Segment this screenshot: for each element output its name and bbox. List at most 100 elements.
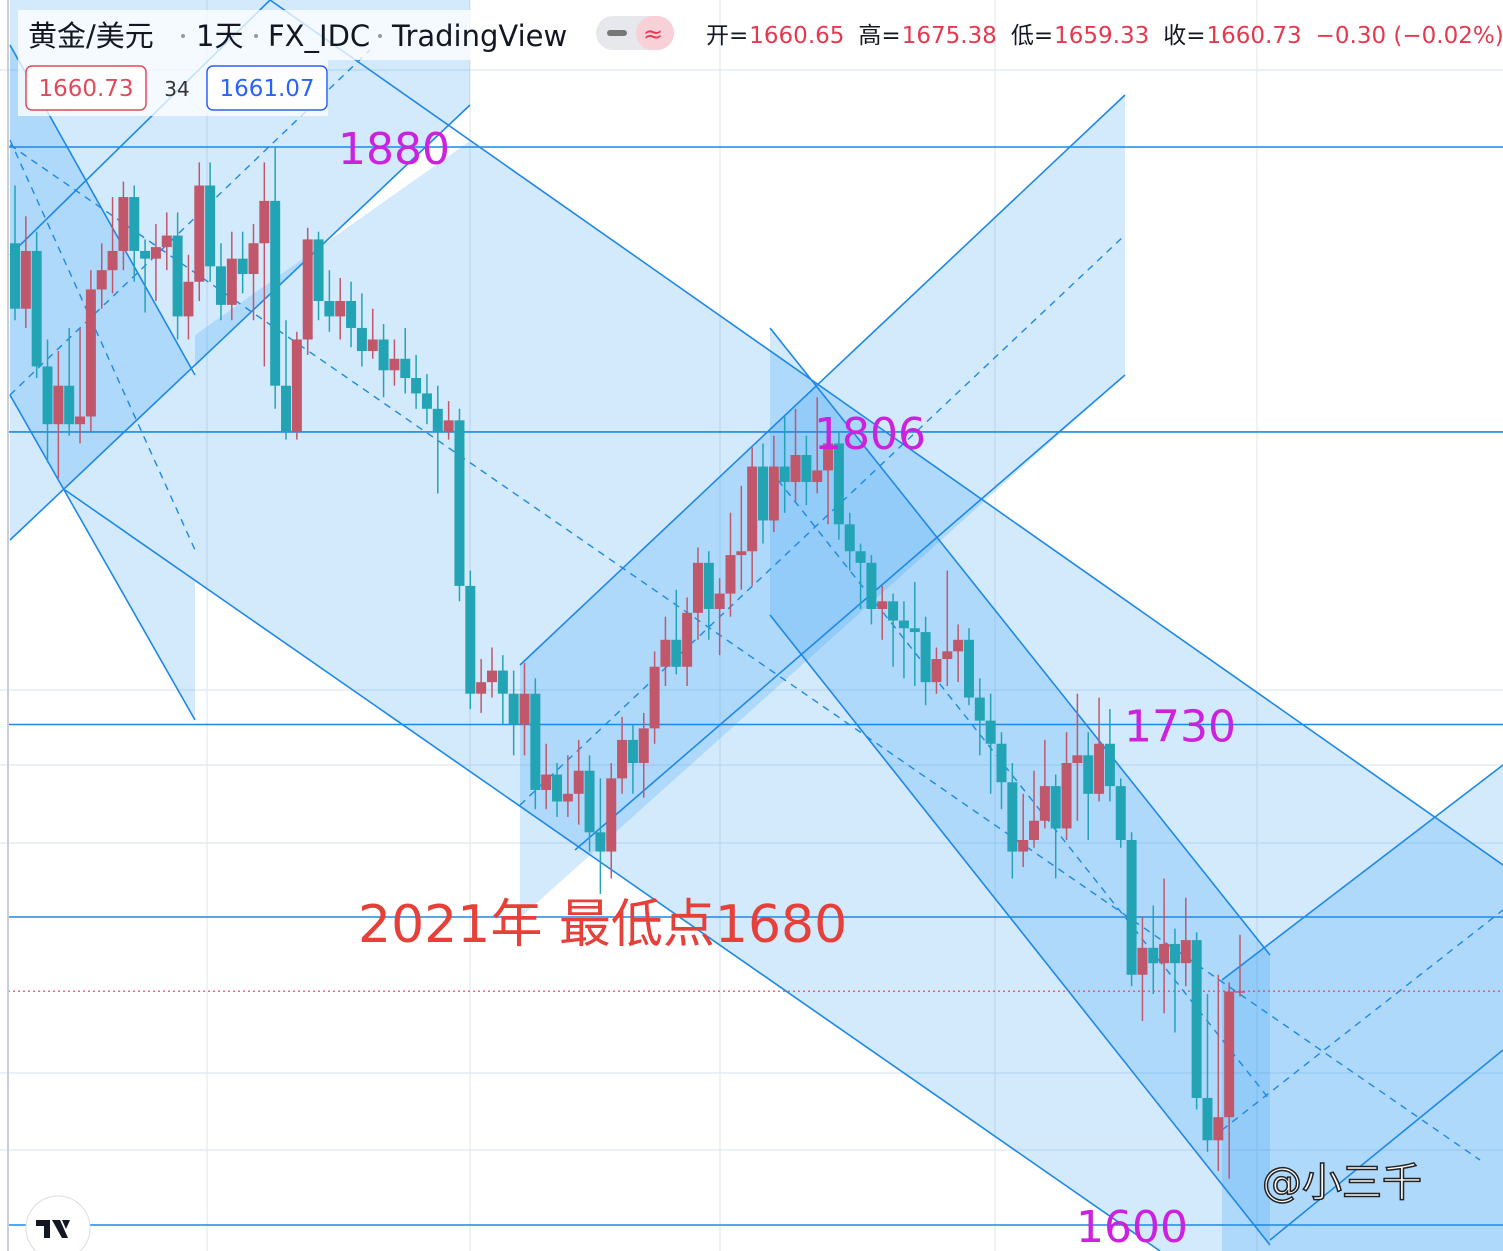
candle-body — [682, 612, 693, 667]
ohlc-value: 1675.38 — [902, 23, 997, 49]
candle-body — [291, 339, 302, 432]
candle-body — [476, 682, 487, 694]
candle-body — [270, 200, 281, 386]
candle-body — [758, 466, 769, 521]
candle-body — [877, 601, 888, 610]
candle-body — [562, 793, 573, 802]
candle-body — [1191, 940, 1202, 1098]
candle-body — [486, 670, 497, 683]
candle-body — [617, 739, 628, 779]
candle-body — [389, 358, 400, 371]
candle-body — [584, 770, 595, 833]
watermark: @小三千 — [1262, 1160, 1422, 1206]
candle-body — [638, 728, 649, 764]
candle-body — [1180, 940, 1191, 964]
candle-body — [183, 281, 194, 317]
candle-body — [1083, 755, 1094, 794]
candle-body — [974, 697, 985, 721]
ohlc-label: 低= — [1011, 23, 1053, 49]
ohlc-value: 1659.33 — [1054, 23, 1149, 49]
candle-body — [465, 585, 476, 694]
sell-box[interactable] — [25, 65, 147, 111]
candle-body — [1039, 786, 1050, 821]
candle-body — [64, 385, 75, 425]
candle-body — [801, 455, 812, 482]
candle-body — [1018, 840, 1029, 852]
candle-body — [194, 185, 205, 282]
toggle-icon — [607, 30, 627, 36]
candle-body — [432, 408, 443, 432]
candle-body — [85, 289, 96, 417]
header-bg — [18, 10, 578, 60]
candle-body — [519, 693, 530, 725]
candle-body — [367, 339, 378, 352]
candle-body — [541, 774, 552, 790]
candle-body — [866, 562, 877, 610]
candle-body — [714, 593, 725, 610]
level-label: 1880 — [338, 124, 450, 175]
candle-body — [497, 670, 508, 694]
symbol: 黄金/美元 — [28, 19, 154, 53]
candle-body — [172, 235, 183, 317]
candle-body — [920, 632, 931, 683]
candle-body — [953, 639, 964, 652]
candle-body — [150, 247, 161, 259]
candle-body — [411, 377, 422, 394]
candle-body — [302, 239, 313, 340]
candle-body — [747, 466, 758, 552]
candle-body — [205, 185, 216, 267]
toggle-on[interactable] — [636, 16, 674, 50]
candle-body — [237, 258, 248, 275]
ohlc-value: 1660.65 — [749, 23, 844, 49]
candle-body — [1137, 947, 1148, 975]
candle-body — [844, 524, 855, 552]
level-label: 1730 — [1124, 702, 1236, 753]
ohlc-label: 高= — [858, 23, 900, 49]
labels: 1880 1806 1730 1600 2021年 最低点1680 — [338, 124, 1236, 1251]
candle-body — [1224, 991, 1235, 1118]
candle-body — [898, 620, 909, 629]
candle-body — [552, 774, 563, 802]
candle-body — [20, 250, 31, 309]
candle-body — [942, 651, 953, 660]
candle-body — [421, 393, 432, 409]
candle-body — [725, 555, 736, 594]
candle-body — [888, 601, 899, 621]
price-boxes: 1660.73 34 1661.07 — [18, 60, 328, 116]
candle-body — [530, 693, 541, 790]
candle-body — [768, 466, 779, 521]
tv-logo — [25, 1195, 91, 1251]
change: −0.30 (−0.02%) — [1316, 23, 1503, 49]
candle-body — [10, 243, 20, 309]
candle-body — [226, 258, 237, 305]
candle-body — [606, 778, 617, 852]
candles — [10, 146, 1245, 1179]
candle-body — [107, 250, 118, 271]
candle-body — [313, 239, 324, 301]
candle-body — [1115, 786, 1126, 841]
candle-body — [161, 235, 172, 248]
candle-body — [1104, 743, 1115, 787]
candle-body — [790, 455, 801, 482]
buy-box[interactable] — [206, 65, 328, 111]
candle-body — [335, 300, 346, 317]
candle-body — [963, 639, 974, 698]
ask: 1661.07 — [219, 76, 314, 102]
toggle-icon: ≈ — [643, 20, 663, 48]
logo-mark — [36, 1220, 70, 1238]
candle-body — [573, 770, 584, 794]
candle-body — [1213, 1117, 1224, 1141]
candle-body — [1202, 1097, 1213, 1141]
candle-body — [1061, 763, 1072, 829]
candle-body — [1094, 743, 1105, 794]
candle-body — [779, 466, 790, 482]
candle-body — [855, 551, 866, 563]
candle-body — [736, 551, 747, 556]
candle-body — [75, 416, 86, 425]
header: 黄金/美元 1天 FX_IDC TradingView ≈ — [18, 10, 674, 60]
candle-body — [53, 385, 64, 425]
exchange: FX_IDC — [268, 19, 370, 53]
candle-body — [215, 266, 226, 305]
candle-body — [931, 659, 942, 683]
candle-body — [378, 339, 389, 371]
